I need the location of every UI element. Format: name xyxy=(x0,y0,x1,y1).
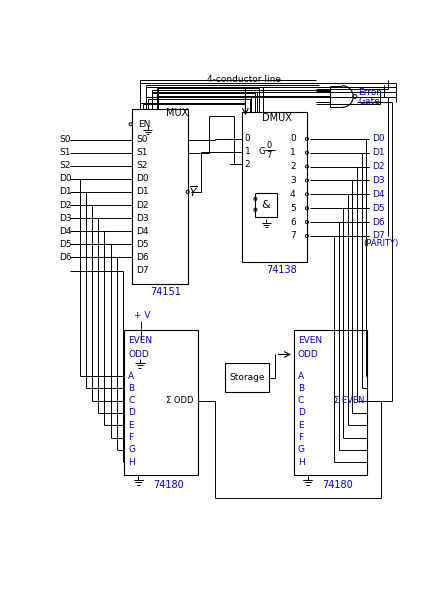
Text: ODD: ODD xyxy=(298,350,319,359)
Text: D2: D2 xyxy=(59,201,72,210)
Text: Σ EVEN: Σ EVEN xyxy=(334,396,365,405)
Text: EVEN: EVEN xyxy=(298,336,322,345)
Text: 6: 6 xyxy=(290,217,296,226)
Text: 5: 5 xyxy=(290,204,296,213)
Text: E: E xyxy=(128,421,134,430)
Text: H: H xyxy=(128,458,135,467)
Text: 74151: 74151 xyxy=(151,287,182,297)
Bar xyxy=(225,363,269,392)
Text: S1: S1 xyxy=(136,148,148,157)
Text: D2: D2 xyxy=(136,201,149,210)
Text: EN: EN xyxy=(138,120,151,129)
Text: S0: S0 xyxy=(136,135,148,144)
Text: 3: 3 xyxy=(290,176,296,185)
Text: D: D xyxy=(298,409,305,418)
Text: D5: D5 xyxy=(59,240,72,249)
Bar xyxy=(294,330,367,474)
Text: D5: D5 xyxy=(372,204,385,213)
Text: Error: Error xyxy=(359,88,380,97)
Text: EVEN: EVEN xyxy=(128,336,153,345)
Text: D0: D0 xyxy=(136,174,149,183)
Text: F: F xyxy=(298,433,303,442)
Text: DMUX: DMUX xyxy=(262,113,291,123)
Text: 0: 0 xyxy=(245,134,251,143)
Text: G: G xyxy=(259,147,266,156)
Text: D5: D5 xyxy=(136,240,149,249)
Text: 74138: 74138 xyxy=(266,265,297,275)
Text: (PARITY): (PARITY) xyxy=(363,239,398,248)
Text: F: F xyxy=(128,433,134,442)
Text: D6: D6 xyxy=(136,253,149,262)
Text: C: C xyxy=(298,396,304,405)
Text: S0: S0 xyxy=(59,135,71,144)
Text: &: & xyxy=(261,200,270,210)
Text: D3: D3 xyxy=(59,214,72,223)
Bar xyxy=(255,193,277,217)
Text: D3: D3 xyxy=(372,176,385,185)
Text: D: D xyxy=(128,409,135,418)
Text: G: G xyxy=(128,446,135,455)
Text: 4-conductor line: 4-conductor line xyxy=(207,75,281,84)
Text: A: A xyxy=(298,371,304,380)
Text: 2: 2 xyxy=(245,160,250,169)
Bar xyxy=(132,109,188,285)
Text: 2: 2 xyxy=(290,162,295,171)
Text: C: C xyxy=(128,396,134,405)
Text: D0: D0 xyxy=(372,134,385,143)
Text: D6: D6 xyxy=(59,253,72,262)
Text: S1: S1 xyxy=(59,148,71,157)
Text: 0: 0 xyxy=(266,141,271,150)
Text: D1: D1 xyxy=(59,187,72,196)
Text: $\overline{Y}$: $\overline{Y}$ xyxy=(189,184,198,199)
Text: 0: 0 xyxy=(290,134,296,143)
Text: D7: D7 xyxy=(136,266,149,275)
Text: D3: D3 xyxy=(136,214,149,223)
Text: ODD: ODD xyxy=(128,350,149,359)
Text: 1: 1 xyxy=(245,147,251,156)
Text: D7: D7 xyxy=(372,231,385,240)
Text: D4: D4 xyxy=(136,227,149,236)
Text: H: H xyxy=(298,458,304,467)
Text: 4: 4 xyxy=(290,190,295,199)
Text: B: B xyxy=(298,384,304,393)
Text: 74180: 74180 xyxy=(153,480,184,491)
Text: 1: 1 xyxy=(290,148,296,157)
Text: D1: D1 xyxy=(372,148,385,157)
Text: + V: + V xyxy=(134,311,150,320)
Text: Gate: Gate xyxy=(359,96,380,105)
Text: D4: D4 xyxy=(59,227,72,236)
Text: S2: S2 xyxy=(59,161,70,170)
Text: D0: D0 xyxy=(59,174,72,183)
Bar xyxy=(125,330,198,474)
Bar xyxy=(242,112,307,262)
Text: MUX: MUX xyxy=(166,108,188,117)
Text: G: G xyxy=(298,446,305,455)
Text: D1: D1 xyxy=(136,187,149,196)
Text: B: B xyxy=(128,384,134,393)
Text: A: A xyxy=(128,371,134,380)
Text: 74180: 74180 xyxy=(322,480,353,491)
Text: 7: 7 xyxy=(290,231,296,240)
Text: Storage: Storage xyxy=(229,373,265,382)
Text: E: E xyxy=(298,421,303,430)
Text: D6: D6 xyxy=(372,217,385,226)
Text: D2: D2 xyxy=(372,162,385,171)
Text: 7: 7 xyxy=(266,150,271,159)
Text: S2: S2 xyxy=(136,161,147,170)
Text: D4: D4 xyxy=(372,190,385,199)
Text: Σ ODD: Σ ODD xyxy=(166,396,194,405)
